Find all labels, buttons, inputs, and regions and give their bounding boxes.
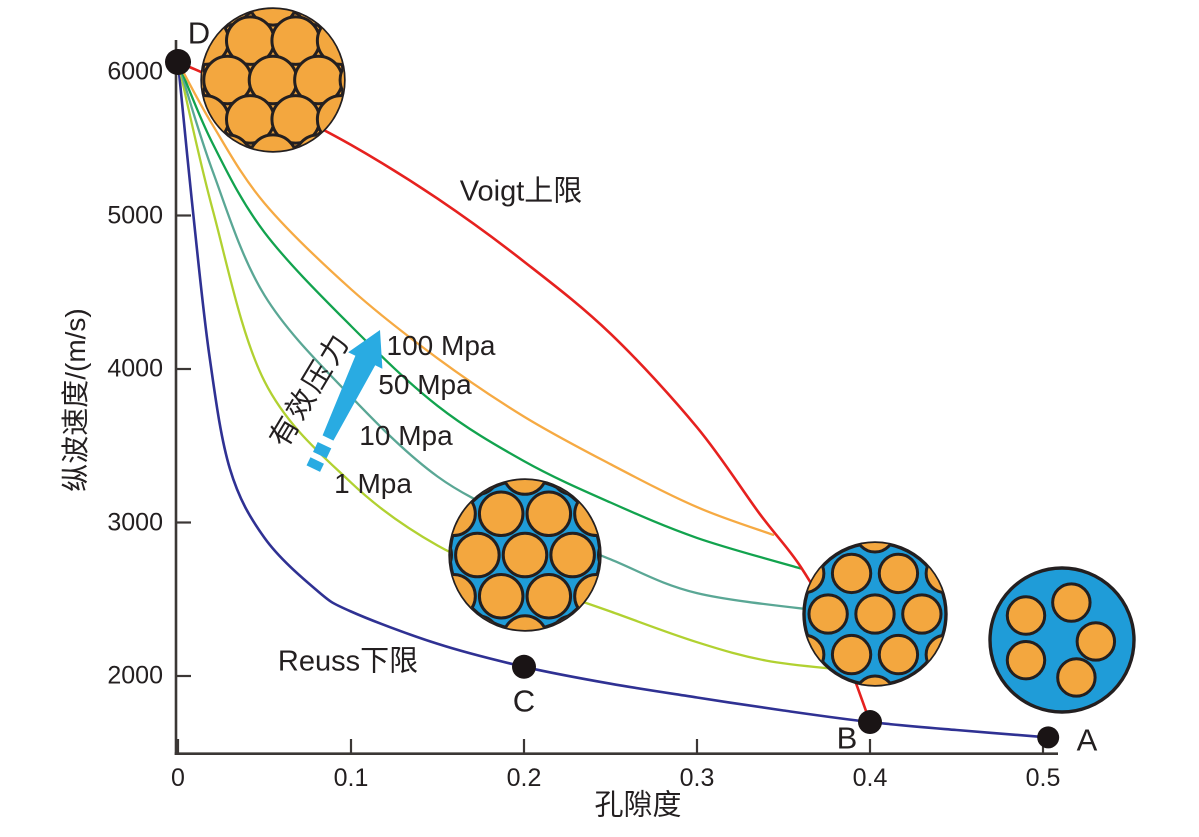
grain-circle (338, 54, 344, 106)
grain-pack-suspension (988, 566, 1136, 714)
grain-circle (854, 543, 896, 554)
x-tick-label-0: 0 (171, 764, 185, 792)
grain-circle (501, 480, 549, 496)
point-label-A: A (1076, 722, 1098, 758)
data-points-group (165, 49, 1060, 749)
grain-circle (807, 593, 849, 635)
axes-group (174, 40, 1058, 756)
grain-circle (1005, 639, 1047, 681)
point-label-D: D (187, 15, 211, 51)
grain-circle (1005, 595, 1047, 636)
data-point-A (1037, 726, 1060, 749)
pressure-label-50mpa: 50 Mpa (378, 369, 472, 400)
arrow-tail-dash (313, 441, 332, 459)
grain-circle (877, 552, 920, 595)
grain-circle (854, 674, 896, 685)
x-tick-label-0.3: 0.3 (679, 764, 715, 792)
grain-circle (924, 633, 946, 676)
grain-circle (877, 633, 920, 676)
grain-circle (454, 614, 501, 630)
curve-10-mpa (176, 60, 828, 613)
voigt-upper-bound-label: Voigt上限 (459, 175, 583, 208)
point-label-C: C (512, 683, 536, 719)
grain-circle (549, 531, 596, 579)
grain-pack-low-porosity (448, 478, 602, 632)
x-tick-label-0.1: 0.1 (333, 764, 369, 792)
grain-circle (450, 531, 453, 579)
grain-circle (501, 531, 549, 579)
curve-1-mpa (176, 60, 846, 672)
y-axis-title: 纵波速度/(m/s) (60, 308, 91, 492)
grain-circle (477, 490, 525, 538)
grain-circle (525, 490, 573, 538)
data-point-C (512, 654, 536, 679)
grain-circle (597, 531, 600, 579)
x-tick-label-0.2: 0.2 (506, 764, 542, 792)
curve-50-mpa (176, 60, 802, 570)
y-tick-label-2000: 2000 (107, 661, 163, 690)
grain-circle (293, 133, 344, 151)
grain-circle (454, 480, 501, 496)
grain-circle (525, 572, 573, 620)
grain-circle (901, 593, 943, 635)
y-tick-label-3000: 3000 (107, 508, 163, 536)
data-point-B (858, 710, 882, 735)
pressure-label-1mpa: 1 Mpa (334, 468, 412, 499)
grain-circle (924, 552, 946, 595)
x-tick-label-0.4: 0.4 (852, 764, 888, 792)
grain-circle (1056, 657, 1097, 698)
grain-circle (1075, 621, 1117, 662)
reuss-lower-bound-label: Reuss下限 (277, 645, 419, 678)
curve-voigt上限 (176, 60, 872, 724)
grain-circle (247, 9, 299, 27)
grain-circle (830, 552, 873, 595)
grain-circle (549, 614, 596, 630)
grain-circle (549, 480, 596, 496)
point-label-B: B (836, 720, 858, 756)
grain-pack-critical-porosity (802, 541, 948, 687)
curve-100-mpa (176, 60, 775, 536)
y-tick-label-5000: 5000 (107, 201, 163, 229)
arrow-tail-dash (306, 457, 324, 472)
arrow-shaft-and-head (322, 330, 383, 441)
x-axis-title: 孔隙度 (594, 789, 682, 822)
curve-reuss下限 (176, 60, 1050, 739)
grain-circle (854, 593, 896, 635)
grain-circle (501, 614, 549, 630)
grain-circle (454, 531, 501, 579)
y-tick-label-6000: 6000 (107, 57, 163, 86)
data-point-D (165, 49, 191, 75)
grain-circle (477, 572, 525, 620)
pressure-label-100mpa: 100 Mpa (386, 330, 496, 361)
y-tick-label-4000: 4000 (107, 354, 163, 383)
grain-circle (1051, 582, 1092, 623)
curves-group (176, 60, 1050, 739)
pressure-label-10mpa: 10 Mpa (359, 420, 453, 451)
effective-pressure-arrow (306, 330, 383, 472)
grain-circle (830, 633, 873, 676)
x-tick-label-0.5: 0.5 (1025, 764, 1061, 792)
grain-circle (247, 133, 299, 151)
